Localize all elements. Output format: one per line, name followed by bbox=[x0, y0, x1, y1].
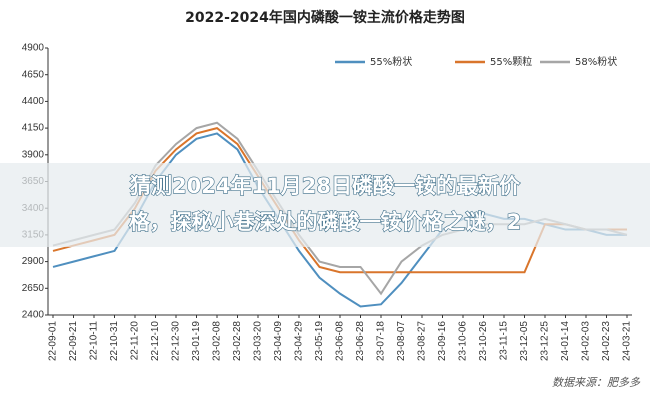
x-tick-label: 23-12-25 bbox=[540, 321, 551, 361]
x-tick-label: 23-08-27 bbox=[417, 321, 428, 361]
x-tick-label: 23-11-15 bbox=[499, 321, 510, 361]
x-tick-label: 22-10-31 bbox=[109, 321, 120, 361]
legend-label: 58%粉状 bbox=[575, 55, 617, 68]
chart-title: 2022-2024年国内磷酸一铵主流价格走势图 bbox=[185, 9, 465, 26]
x-tick-label: 22-10-11 bbox=[89, 321, 100, 361]
x-tick-label: 22-09-21 bbox=[68, 321, 79, 361]
x-tick-label: 22-12-30 bbox=[171, 321, 182, 361]
banner-line: 猜测2024年11月28日磷酸一铵的最新价 bbox=[129, 174, 521, 198]
x-tick-label: 23-03-20 bbox=[253, 321, 264, 361]
x-tick-label: 22-11-20 bbox=[130, 321, 141, 361]
x-tick-label: 23-06-08 bbox=[335, 321, 346, 361]
x-tick-label: 23-10-26 bbox=[478, 321, 489, 361]
x-tick-label: 23-07-18 bbox=[376, 321, 387, 361]
x-tick-label: 23-02-28 bbox=[232, 321, 243, 361]
x-tick-label: 23-09-16 bbox=[437, 321, 448, 361]
x-tick-label: 23-04-09 bbox=[273, 321, 284, 361]
y-tick-label: 4900 bbox=[22, 43, 45, 54]
y-tick-label: 2900 bbox=[22, 256, 45, 267]
x-tick-label: 24-03-21 bbox=[622, 321, 633, 361]
y-tick-label: 2400 bbox=[22, 310, 45, 321]
x-tick-label: 24-02-23 bbox=[601, 321, 612, 361]
x-tick-label: 23-02-08 bbox=[212, 321, 223, 361]
x-tick-label: 23-01-19 bbox=[191, 321, 202, 361]
source-note: 数据来源：肥多多 bbox=[552, 376, 641, 389]
y-tick-label: 3900 bbox=[22, 149, 45, 160]
y-tick-label: 2650 bbox=[22, 283, 45, 294]
x-tick-label: 23-12-05 bbox=[519, 321, 530, 361]
y-tick-label: 4400 bbox=[22, 96, 45, 107]
y-tick-label: 4150 bbox=[22, 123, 45, 134]
banner-line: 格，探秘小巷深处的磷酸一铵价格之谜，2 bbox=[129, 210, 522, 234]
x-tick-label: 23-08-07 bbox=[396, 321, 407, 361]
x-tick-label: 22-12-10 bbox=[150, 321, 161, 361]
y-tick-label: 4650 bbox=[22, 69, 45, 80]
x-tick-label: 23-06-28 bbox=[355, 321, 366, 361]
legend-label: 55%颗粒 bbox=[490, 55, 532, 68]
x-tick-label: 24-01-14 bbox=[560, 321, 571, 361]
banner-background bbox=[0, 163, 650, 247]
x-tick-label: 23-04-29 bbox=[294, 321, 305, 361]
x-tick-label: 24-02-03 bbox=[581, 321, 592, 361]
x-tick-label: 23-10-06 bbox=[458, 321, 469, 361]
legend-label: 55%粉状 bbox=[370, 55, 412, 68]
x-tick-label: 23-05-19 bbox=[314, 321, 325, 361]
x-tick-label: 22-09-01 bbox=[48, 321, 59, 361]
